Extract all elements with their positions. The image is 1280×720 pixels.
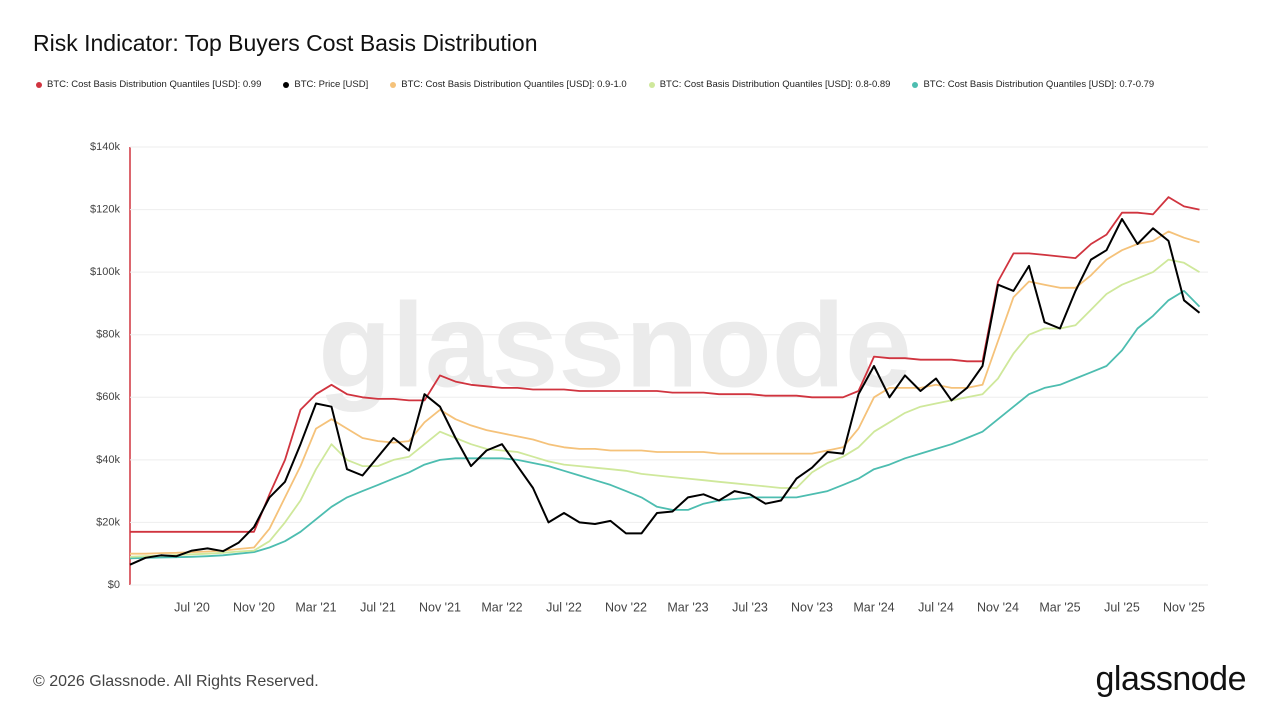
x-tick-label: Jul '20 [174,600,210,614]
y-tick-label: $140k [90,141,120,153]
x-tick-label: Nov '21 [419,600,461,614]
legend-marker [390,81,397,88]
legend-label: BTC: Cost Basis Distribution Quantiles [… [47,79,262,90]
series-line [129,258,1200,558]
x-tick-label: Nov '24 [977,600,1019,614]
legend-marker [912,81,919,88]
x-tick-label: Jul '22 [546,600,582,614]
x-tick-label: Mar '23 [667,600,708,614]
legend-label: BTC: Cost Basis Distribution Quantiles [… [923,79,1155,90]
legend-marker [648,81,655,88]
x-tick-label: Mar '24 [853,600,894,614]
legend-item: BTC: Cost Basis Distribution Quantiles [… [36,79,261,90]
x-tick-label: Nov '22 [605,600,647,614]
footer: © 2026 Glassnode. All Rights Reserved. [33,673,319,690]
y-tick-label: $40k [96,454,120,466]
chart-title: Risk Indicator: Top Buyers Cost Basis Di… [33,30,538,56]
series-line [129,290,1201,560]
x-tick-label: Mar '25 [1039,600,1080,614]
series-line [130,230,1200,555]
legend-label: BTC: Cost Basis Distribution Quantiles [… [659,79,891,90]
y-tick-label: $120k [90,203,120,215]
chart: $0 $20k $40k $60k $80k $100k $120k $140k glassno… [90,141,1208,614]
y-tick-label: $20k [96,516,120,528]
legend-marker [36,81,42,88]
y-tick-label: $80k [96,329,120,341]
legend: BTC: Cost Basis Distribution Quantiles [… [36,79,1154,90]
x-tick-label: Jul '23 [732,600,768,614]
y-tick-label: $60k [96,391,120,403]
x-tick-label: Jul '25 [1104,600,1140,614]
legend-marker [283,81,290,88]
x-tick-label: Nov '23 [791,600,833,614]
legend-label: BTC: Price [USD] [294,79,369,90]
series-line [129,218,1201,566]
watermark: glassnode [318,279,912,413]
y-tick-label: $100k [90,266,120,278]
x-tick-label: Nov '20 [233,600,275,614]
x-tick-label: Jul '21 [360,600,396,614]
legend-item: BTC: Price [USD] [283,79,368,90]
logo: glassnode [1095,660,1246,698]
x-tick-label: Nov '25 [1163,600,1205,614]
series-line [130,196,1200,533]
legend-item: BTC: Cost Basis Distribution Quantiles [… [648,79,891,90]
x-tick-label: Mar '22 [481,600,522,614]
x-tick-label: Jul '24 [918,600,954,614]
legend-item: BTC: Cost Basis Distribution Quantiles [… [912,79,1154,90]
legend-item: BTC: Cost Basis Distribution Quantiles [… [390,79,627,90]
legend-label: BTC: Cost Basis Distribution Quantiles [… [401,79,627,90]
y-tick-label: $0 [108,579,120,591]
x-tick-label: Mar '21 [295,600,336,614]
